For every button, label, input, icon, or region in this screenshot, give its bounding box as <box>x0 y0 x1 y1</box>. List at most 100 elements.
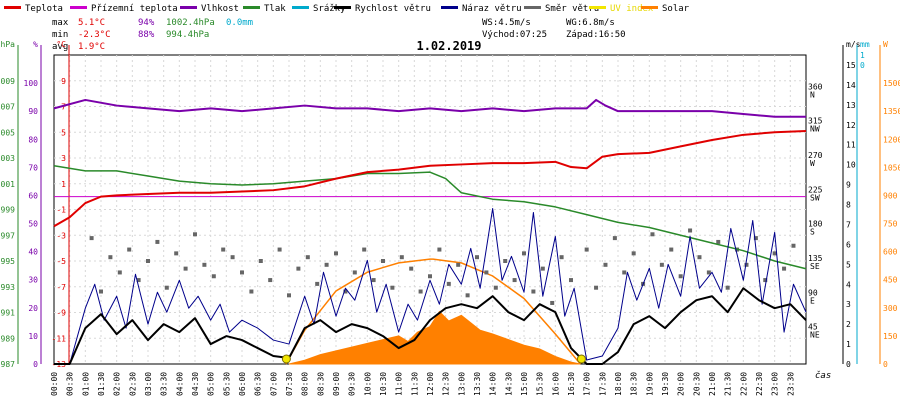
stat-avg-label: avg <box>52 42 68 52</box>
series-humidity <box>53 98 806 118</box>
stat-min-temp: -2.3°C <box>78 30 111 40</box>
left-tick-label: 1 <box>61 180 66 189</box>
wind-direction-point <box>362 247 367 252</box>
wind-direction-point <box>782 266 787 271</box>
stat-wg: WG:6.8m/s <box>566 18 615 28</box>
wind-direction-point <box>650 232 655 237</box>
x-tick-label: 02:00 <box>113 372 122 396</box>
legend-swatch <box>243 6 260 9</box>
wind-direction-point <box>230 255 235 260</box>
right-tick-label: 750 <box>883 220 898 229</box>
legend-label: Směr větru <box>545 4 599 14</box>
x-tick-label: 00:30 <box>66 372 75 396</box>
left-tick-label: 987 <box>1 360 16 369</box>
stats-block: max 5.1°C 94% 1002.4hPa 0.0mm min -2.3°C… <box>52 18 626 52</box>
direction-deg-label: 90 <box>808 288 818 297</box>
stat-ws: WS:4.5m/s <box>482 18 531 28</box>
wind-direction-point <box>475 255 479 260</box>
wind-direction-point <box>352 270 357 275</box>
x-tick-label: 20:00 <box>677 372 686 396</box>
direction-dir-label: E <box>810 296 815 305</box>
left-tick-label: -3 <box>56 231 66 240</box>
wind-direction-point <box>108 255 113 260</box>
left-tick-label: 1005 <box>0 128 15 137</box>
x-tick-label: 16:00 <box>551 372 560 396</box>
wind-direction-point <box>531 289 536 294</box>
legend-label: Rychlost větru <box>355 4 431 14</box>
right-tick-label: 0 <box>883 360 888 369</box>
x-tick-label: 09:30 <box>348 372 357 396</box>
wind-direction-point <box>268 278 273 283</box>
right-tick-label: 2 <box>846 320 851 329</box>
left-axis-unit: °C <box>56 40 66 49</box>
x-tick-label: 05:00 <box>207 372 216 396</box>
legend-label: Tlak <box>264 4 286 14</box>
wind-direction-point <box>612 236 617 241</box>
wind-direction-point <box>559 255 564 260</box>
wind-direction-point <box>584 247 589 252</box>
wind-direction-point <box>155 239 160 244</box>
x-tick-label: 21:30 <box>724 372 733 396</box>
x-tick-label: 20:30 <box>692 372 701 396</box>
wind-direction-point <box>174 251 179 256</box>
wind-direction-point <box>522 251 526 256</box>
left-tick-label: 80 <box>28 135 38 144</box>
left-tick-label: 1007 <box>0 103 15 112</box>
x-tick-label: 06:30 <box>254 372 263 396</box>
left-tick-label: -7 <box>56 283 66 292</box>
x-tick-label: 08:00 <box>301 372 310 396</box>
stat-avg-temp: 1.9°C <box>78 42 105 52</box>
x-tick-label: 12:30 <box>442 372 451 396</box>
legend-swatch <box>641 6 658 9</box>
wind-direction-point <box>146 259 150 263</box>
wind-direction-point <box>343 289 348 294</box>
right-tick-label: 10 <box>846 161 856 170</box>
x-tick-label: 15:30 <box>536 372 545 396</box>
left-tick-label: 70 <box>28 163 38 172</box>
legend-swatch <box>180 6 197 9</box>
x-tick-label: 01:00 <box>81 372 90 396</box>
direction-dir-label: SW <box>810 193 820 202</box>
series-pressure <box>53 164 807 270</box>
chart-title: 1.02.2019 <box>416 39 481 53</box>
legend-swatch <box>441 6 458 9</box>
x-tick-label: 13:00 <box>457 372 466 396</box>
direction-dir-label: SE <box>810 262 820 271</box>
left-tick-label: 10 <box>28 332 38 341</box>
x-tick-label: 15:00 <box>520 372 529 396</box>
wind-direction-point <box>725 285 730 290</box>
plot-area <box>53 98 807 365</box>
wind-direction-point <box>315 281 320 286</box>
x-tick-label: 10:00 <box>363 372 372 396</box>
wind-direction-point <box>631 251 636 256</box>
wind-direction-point <box>716 239 721 244</box>
right-tick-label: 8 <box>846 201 851 210</box>
x-tick-label: 13:30 <box>473 372 482 396</box>
wind-direction-point <box>371 278 376 283</box>
wind-direction-point <box>512 278 517 283</box>
wind-direction-point <box>211 274 216 279</box>
x-axis-label: čas <box>815 370 831 381</box>
x-tick-label: 11:00 <box>395 372 404 396</box>
direction-dir-label: N <box>810 90 815 99</box>
left-tick-label: 20 <box>28 304 38 313</box>
wind-direction-point <box>622 270 627 275</box>
wind-direction-point <box>334 251 338 256</box>
wind-direction-point <box>409 266 414 271</box>
wind-direction-point <box>659 262 664 267</box>
legend-swatch <box>524 6 541 9</box>
x-tick-label: 02:30 <box>128 372 137 396</box>
left-tick-label: 7 <box>61 103 66 112</box>
right-tick-label: 7 <box>846 220 851 229</box>
series-wind-speed <box>54 287 807 365</box>
right-tick-label: 0 <box>846 360 851 369</box>
x-tick-label: 04:30 <box>191 372 200 396</box>
wind-direction-point <box>418 289 423 294</box>
wind-direction-point <box>753 236 758 241</box>
wind-direction-point <box>390 285 395 290</box>
direction-dir-label: NW <box>810 125 820 134</box>
wind-direction-point <box>763 278 768 283</box>
x-tick-label: 19:30 <box>661 372 670 396</box>
right-tick-label: 1350 <box>883 107 900 116</box>
x-tick-label: 22:00 <box>739 372 748 396</box>
